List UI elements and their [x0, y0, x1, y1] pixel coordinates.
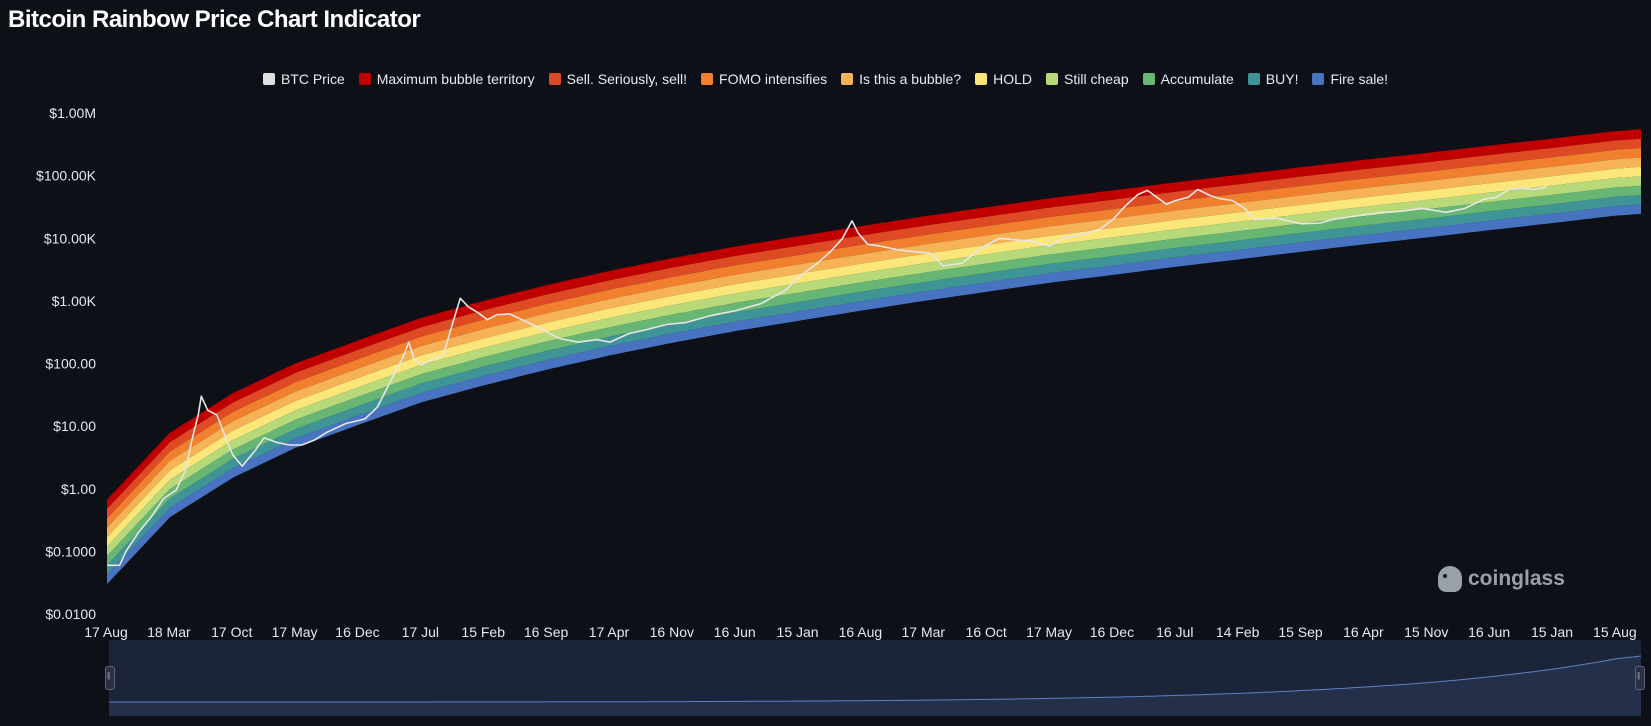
legend-item[interactable]: BUY!	[1247, 71, 1299, 87]
x-tick-label: 15 Jan	[1531, 624, 1573, 640]
y-tick-label: $0.1000	[45, 543, 96, 559]
chart-title: Bitcoin Rainbow Price Chart Indicator	[8, 6, 421, 33]
price-series	[107, 186, 1547, 567]
x-tick-label: 16 Sep	[524, 624, 569, 640]
navigator-right-handle[interactable]	[1635, 666, 1645, 690]
x-tick-label: 16 Apr	[1343, 624, 1384, 640]
watermark-text: coinglass	[1468, 567, 1565, 590]
x-tick-label: 15 Aug	[1593, 624, 1637, 640]
coinglass-logo-icon	[1438, 566, 1462, 592]
legend-label: Is this a bubble?	[859, 71, 962, 87]
x-tick-label: 15 Feb	[461, 624, 505, 640]
y-tick-label: $0.0100	[45, 606, 96, 622]
x-tick-label: 17 Oct	[211, 624, 252, 640]
x-tick-label: 16 Nov	[650, 624, 694, 640]
legend-item[interactable]: FOMO intensifies	[701, 71, 827, 87]
legend-label: HOLD	[993, 71, 1033, 87]
watermark: coinglass	[1438, 566, 1565, 592]
range-navigator[interactable]	[105, 640, 1645, 716]
x-tick-label: 15 Nov	[1404, 624, 1448, 640]
legend-swatch	[262, 73, 275, 85]
x-tick-label: 17 Mar	[902, 624, 946, 640]
navigator-line	[109, 655, 1642, 703]
legend-label: Still cheap	[1064, 71, 1129, 87]
x-tick-label: 16 Jun	[714, 624, 756, 640]
x-tick-label: 16 Jun	[1468, 624, 1510, 640]
x-tick-label: 16 Jul	[1156, 624, 1193, 640]
legend-label: Maximum bubble territory	[376, 71, 535, 87]
legend-item[interactable]: Fire sale!	[1312, 71, 1388, 87]
x-tick-label: 16 Aug	[839, 624, 883, 640]
legend-swatch	[1046, 73, 1059, 85]
legend-swatch	[1312, 73, 1325, 85]
x-tick-label: 16 Dec	[1090, 624, 1134, 640]
x-tick-label: 17 Aug	[84, 624, 128, 640]
x-tick-label: 17 May	[272, 624, 318, 640]
legend-label: Sell. Seriously, sell!	[566, 71, 688, 87]
x-tick-label: 17 May	[1026, 624, 1072, 640]
x-tick-label: 17 Apr	[589, 624, 630, 640]
legend-swatch	[975, 73, 988, 85]
legend-item[interactable]: Is this a bubble?	[841, 71, 961, 87]
legend-label: Accumulate	[1160, 71, 1234, 87]
legend-label: FOMO intensifies	[719, 71, 828, 87]
navigator-plot	[109, 640, 1642, 716]
x-tick-label: 15 Jan	[777, 624, 819, 640]
legend-label: BTC Price	[280, 71, 345, 87]
y-tick-label: $100.00	[45, 356, 96, 372]
rainbow-bands	[107, 129, 1641, 585]
legend-swatch	[1142, 73, 1155, 85]
legend-item[interactable]: Maximum bubble territory	[358, 71, 535, 87]
legend-item[interactable]: HOLD	[975, 71, 1032, 87]
legend-swatch	[841, 73, 854, 85]
chart-legend: BTC Price Maximum bubble territory Sell. S…	[0, 71, 1651, 87]
x-tick-label: 16 Oct	[966, 624, 1007, 640]
y-axis: $1.00M $100.00K $10.00K $1.00K $100.00 $10.00…	[36, 105, 97, 622]
x-axis: 17 Aug 18 Mar 17 Oct 17 May 16 Dec 17 Jul 15 F…	[84, 624, 1636, 640]
legend-swatch	[548, 73, 561, 85]
x-tick-label: 14 Feb	[1216, 624, 1260, 640]
navigator-area	[109, 656, 1641, 716]
y-tick-label: $100.00K	[36, 168, 97, 184]
legend-item[interactable]: BTC Price	[262, 71, 345, 87]
y-tick-label: $10.00K	[44, 230, 97, 246]
legend-item[interactable]: Sell. Seriously, sell!	[548, 71, 688, 87]
navigator-left-handle[interactable]	[105, 666, 115, 690]
legend-item[interactable]: Still cheap	[1046, 71, 1129, 87]
legend-label: BUY!	[1265, 71, 1299, 87]
legend-swatch	[701, 73, 714, 85]
y-tick-label: $1.00	[61, 481, 96, 497]
y-tick-label: $10.00	[53, 418, 96, 434]
y-tick-label: $1.00M	[49, 105, 96, 121]
x-tick-label: 17 Jul	[402, 624, 439, 640]
legend-item[interactable]: Accumulate	[1142, 71, 1234, 87]
y-tick-label: $1.00K	[52, 293, 97, 309]
x-tick-label: 16 Dec	[335, 624, 379, 640]
x-tick-label: 15 Sep	[1278, 624, 1323, 640]
legend-swatch	[358, 73, 371, 85]
legend-label: Fire sale!	[1330, 71, 1389, 87]
btc-price-line	[107, 186, 1547, 567]
legend-swatch	[1247, 73, 1260, 85]
x-tick-label: 18 Mar	[147, 624, 191, 640]
